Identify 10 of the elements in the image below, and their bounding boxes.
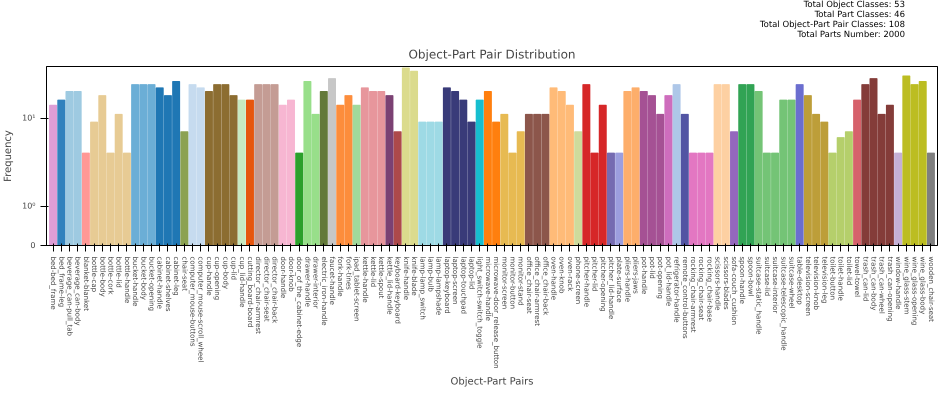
y-tick-label: 10⁰ [22, 202, 36, 211]
y-tick-label: 0 [30, 241, 36, 250]
chart-title: Object-Part Pair Distribution [408, 48, 576, 62]
x-axis-title: Object-Part Pairs [450, 376, 534, 388]
y-tick-label: 10¹ [22, 114, 36, 123]
text: Total Parts Number: 2000 [796, 30, 905, 40]
text: Total Object Classes: 53 [802, 0, 905, 10]
y-axis-title: Frequency [3, 130, 14, 182]
text: Total Object-Part Pair Classes: 108 [760, 20, 905, 30]
text: Total Part Classes: 46 [814, 10, 905, 20]
